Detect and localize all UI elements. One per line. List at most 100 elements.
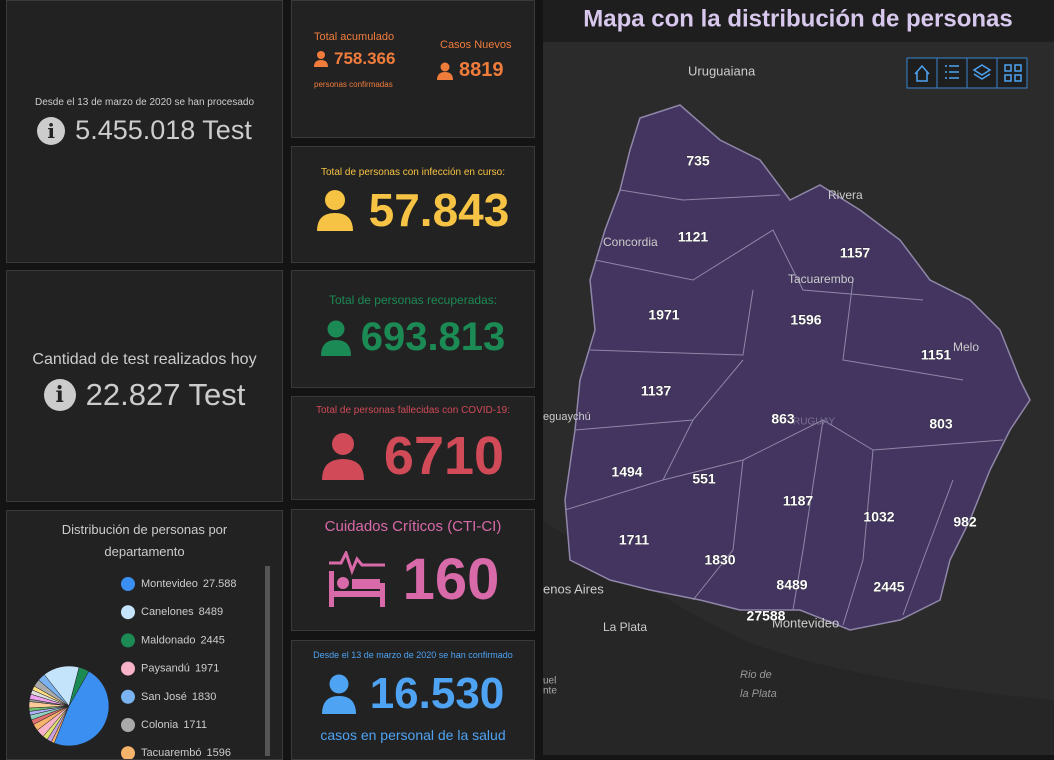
legend-entry: Colonia 1711: [141, 719, 207, 731]
value: 693.813: [360, 315, 506, 359]
place-label: Rivera: [828, 188, 863, 202]
caption: Casos Nuevos: [440, 39, 512, 51]
info-icon: i: [37, 116, 66, 145]
place-label: nte: [543, 686, 557, 697]
value: 8819: [459, 59, 504, 81]
legend-value: 1596: [207, 747, 231, 759]
legend-swatch: [121, 577, 135, 591]
region-count: 982: [953, 514, 977, 530]
place-label: Tacuarembo: [788, 272, 854, 286]
legend-icon: [945, 65, 959, 79]
map-header: [543, 0, 1054, 42]
region-count: 551: [692, 471, 716, 487]
deceased-panel: Total de personas fallecidas con COVID-1…: [291, 396, 535, 500]
tests-today-panel: Cantidad de test realizados hoy i 22.827…: [6, 270, 283, 502]
caption: Cantidad de test realizados hoy: [32, 351, 257, 368]
region-count: 1121: [678, 229, 709, 245]
bed-icon: [328, 550, 385, 607]
legend-entry: Maldonado 2445: [141, 634, 225, 646]
legend-name: Paysandú: [141, 663, 190, 675]
value: 16.530: [369, 669, 505, 718]
person-icon: [321, 433, 364, 480]
legend-value: 1971: [195, 663, 219, 675]
legend-name: San José: [141, 691, 187, 703]
legend-name: Maldonado: [141, 634, 195, 646]
legend-entry: Canelones 8489: [141, 606, 223, 618]
value: 5.455.018 Test: [75, 115, 252, 145]
caption: Total de personas recuperadas:: [328, 293, 498, 307]
person-icon: [314, 51, 328, 67]
legend-value: 1830: [192, 691, 216, 703]
value: 22.827 Test: [85, 377, 246, 412]
legend-name: Tacuarembó: [141, 747, 202, 759]
legend-swatch: [121, 718, 135, 732]
region-count: 803: [929, 416, 953, 432]
caption: Cuidados Críticos (CTI-CI): [324, 518, 502, 535]
region-count: 1596: [790, 312, 821, 328]
note: casos en personal de la salud: [320, 727, 506, 743]
region-count: 1830: [704, 552, 735, 568]
region-count: 863: [771, 411, 795, 427]
caption: Total de personas con infección en curso…: [321, 167, 505, 178]
critical-panel: Cuidados Críticos (CTI-CI) 160: [291, 509, 535, 631]
country-shape: [564, 104, 1031, 631]
legend-swatch: [121, 746, 135, 759]
person-icon: [316, 190, 353, 231]
department-borders: [564, 189, 1004, 626]
panel-title: Distribución de personas por departament…: [61, 522, 228, 559]
active-panel: Total de personas con infección en curso…: [291, 146, 535, 263]
region-count: 27588: [747, 608, 786, 624]
home-icon: [914, 64, 930, 82]
region-count: 1157: [840, 245, 871, 261]
tests-total-panel: Desde el 13 de marzo de 2020 se han proc…: [6, 0, 283, 263]
legend-value: 2445: [200, 634, 224, 646]
legend-value: 8489: [199, 606, 223, 618]
legend-name: Montevideo: [141, 578, 198, 590]
person-icon: [437, 62, 453, 80]
region-count: 1494: [611, 464, 642, 480]
place-label: Uruguaiana: [688, 63, 756, 78]
person-icon: [320, 320, 351, 356]
region-count: 2445: [873, 579, 904, 595]
value: 57.843: [368, 184, 510, 236]
region-count: 1711: [619, 532, 650, 548]
legend-entry: San José 1830: [141, 691, 216, 703]
region-count: 8489: [776, 577, 807, 593]
place-label: Rio de: [740, 669, 772, 681]
pie-chart: Montevideo 27.588 Canelones 8489 Maldonado 24…: [28, 577, 237, 759]
map-title: Mapa con la distribución de personas: [583, 5, 1012, 32]
region-count: 735: [686, 153, 710, 169]
health-staff-panel: Desde el 13 de marzo de 2020 se han conf…: [291, 640, 535, 760]
legend-swatch: [121, 633, 135, 648]
value: 758.366: [334, 49, 396, 68]
place-label: Montevideo: [772, 615, 839, 630]
legend-swatch: [121, 661, 135, 676]
place-label: La Plata: [603, 620, 647, 634]
basemap-button[interactable]: [996, 57, 1028, 89]
place-label: Concordia: [603, 235, 658, 249]
region-count: 1187: [783, 493, 814, 509]
distribution-panel: Distribución de personas por departament…: [6, 510, 283, 760]
legend-entry: Paysandú 1971: [141, 663, 219, 675]
layers-icon: [972, 64, 992, 80]
cumulative-panel: Total acumulado 758.366 personas confirm…: [291, 0, 535, 138]
recovered-panel: Total de personas recuperadas: 693.813: [291, 270, 535, 388]
map: Mapa con la distribución de personas Uru…: [543, 0, 1054, 755]
caption: Total acumulado: [314, 31, 395, 43]
water: [543, 520, 1054, 755]
place-label: uel: [543, 676, 556, 687]
place-label: eguaychú: [543, 411, 591, 423]
pie-slice: [53, 670, 110, 747]
legend-entry: Tacuarembó 1596: [141, 747, 231, 759]
caption: Desde el 13 de marzo de 2020 se han proc…: [34, 97, 255, 108]
legend-value: 1711: [183, 719, 207, 731]
person-icon: [321, 674, 356, 714]
region-count: 1137: [641, 383, 672, 399]
scrollbar: [265, 566, 270, 756]
place-label: RUGUAY: [793, 417, 835, 428]
map-toolbar: [906, 57, 1028, 89]
legend-name: Colonia: [141, 719, 179, 731]
value: 160: [402, 547, 500, 612]
